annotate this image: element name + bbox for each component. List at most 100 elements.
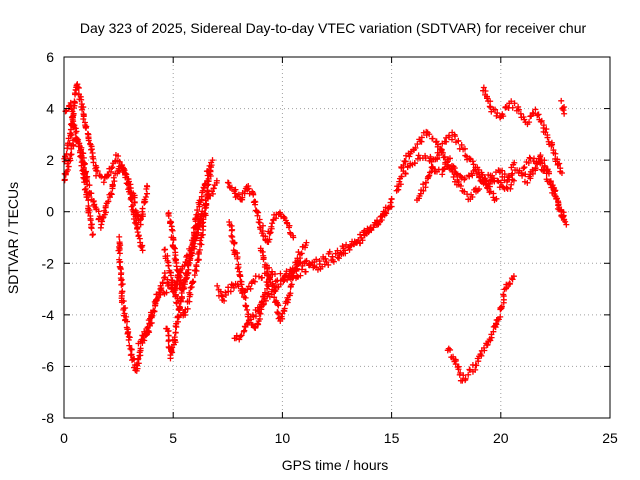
data-point [255,321,262,328]
series-track-12 [226,218,273,332]
data-point [261,291,268,298]
series-track-13 [257,239,310,325]
data-point [169,349,176,356]
x-tick-label: 15 [384,430,400,446]
data-point [151,308,158,315]
data-point [82,185,89,192]
data-point [446,155,453,162]
data-point [507,281,514,288]
data-point [484,184,491,191]
data-point [245,317,252,324]
data-point [221,297,228,304]
data-point [532,106,539,113]
data-point [423,179,430,186]
data-point [131,199,138,206]
data-point [222,292,229,299]
data-point [80,104,87,111]
data-point [563,221,570,228]
data-point [498,303,505,310]
data-point [237,333,244,340]
data-point [165,209,172,216]
data-point [78,152,85,159]
data-point [80,164,87,171]
data-point [428,164,435,171]
data-point [550,147,557,154]
data-point [167,219,174,226]
data-point [537,159,544,166]
data-point [167,355,174,362]
data-point [515,106,522,113]
data-point [116,233,123,240]
data-point [252,201,259,208]
data-point [238,332,245,339]
data-point [438,146,445,153]
data-point [474,164,481,171]
data-point [137,345,144,352]
data-point [558,97,565,104]
data-point [252,313,259,320]
data-point [183,271,190,278]
data-point [259,274,266,281]
data-point [537,153,544,160]
data-point [429,163,436,170]
y-tick-label: 2 [46,152,54,168]
data-point [85,137,92,144]
data-point [251,278,258,285]
series-track-10 [231,255,303,343]
data-point [543,126,550,133]
data-point [124,330,131,337]
data-point [107,190,114,197]
data-point [500,293,507,300]
data-point [175,269,182,276]
data-point [225,284,232,291]
data-point [277,270,284,277]
data-point [146,329,153,336]
data-point [118,281,125,288]
data-point [493,195,500,202]
data-point [508,98,515,105]
data-point [67,152,74,159]
data-point [231,239,238,246]
data-point [234,265,241,272]
data-point [511,159,518,166]
data-point [88,224,95,231]
series-track-17 [398,128,517,203]
data-point [119,281,126,288]
data-point [326,248,333,255]
data-point [287,290,294,297]
data-point [418,134,425,141]
data-point [111,178,118,185]
data-point [306,260,313,267]
data-point [279,315,286,322]
data-point [134,229,141,236]
data-point [325,261,332,268]
data-point [167,272,174,279]
data-point [204,168,211,174]
data-point [94,168,101,175]
data-point [141,337,148,344]
data-point [165,338,172,345]
data-point [185,261,192,268]
data-point [530,155,537,162]
data-point [447,346,454,353]
data-point [510,177,517,184]
y-tick-label: 4 [46,101,54,117]
data-point [382,210,389,217]
data-point [238,278,245,285]
data-point [505,172,512,179]
data-point [128,351,135,358]
data-point [277,281,284,288]
data-point [209,157,216,164]
data-point [245,185,252,192]
data-point [275,302,282,309]
data-point [143,182,150,189]
data-point [271,287,278,294]
data-point [68,151,75,158]
series-track-19 [480,84,565,177]
x-axis-ticks: 0 5 10 15 20 25 [60,57,618,446]
data-point [554,156,561,163]
data-point [136,235,143,242]
data-point [202,202,209,209]
data-point [236,336,243,343]
data-point [543,170,550,177]
